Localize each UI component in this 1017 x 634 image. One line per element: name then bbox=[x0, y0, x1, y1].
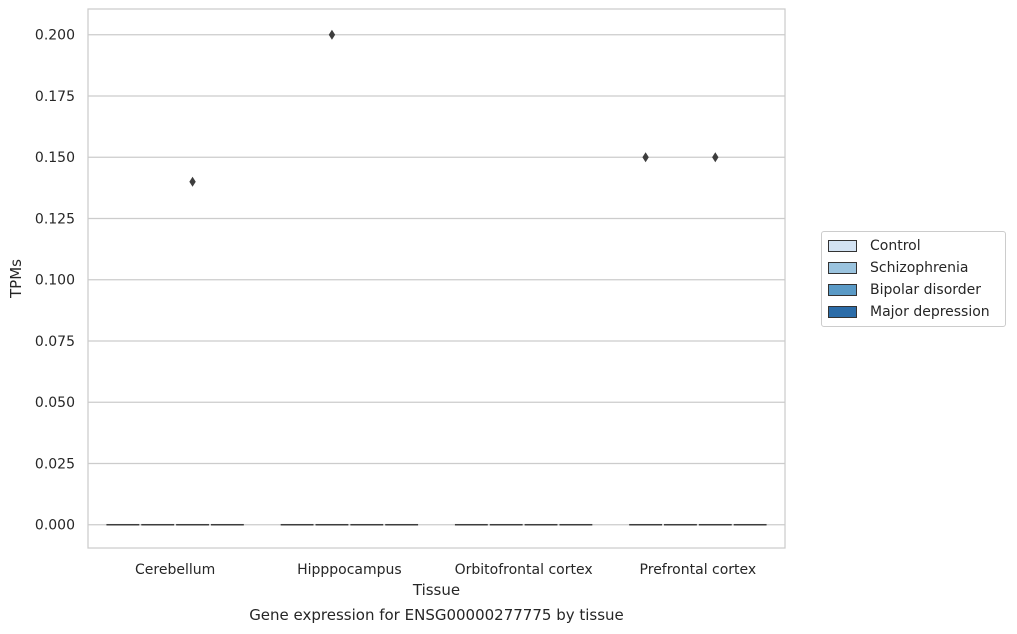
legend-swatch-control bbox=[828, 240, 857, 252]
y-tick-label: 0.050 bbox=[35, 395, 75, 411]
y-tick-label: 0.000 bbox=[35, 518, 75, 534]
outlier-point bbox=[712, 152, 719, 163]
x-tick-labels: Cerebellum Hipppocampus Orbitofrontal cort… bbox=[135, 562, 756, 578]
box-group bbox=[106, 29, 767, 526]
y-tick-label: 0.150 bbox=[35, 150, 75, 166]
legend: Control Schizophrenia Bipolar disorder M… bbox=[821, 231, 1006, 327]
legend-label: Major depression bbox=[870, 304, 990, 320]
legend-item-major-depression: Major depression bbox=[828, 302, 990, 322]
outlier-point bbox=[189, 176, 196, 187]
y-axis-label: TPMs bbox=[7, 259, 25, 299]
y-tick-label: 0.100 bbox=[35, 273, 75, 289]
y-tick-label: 0.125 bbox=[35, 211, 75, 227]
legend-item-schizophrenia: Schizophrenia bbox=[828, 258, 968, 278]
legend-label: Bipolar disorder bbox=[870, 282, 982, 298]
x-tick-label: Prefrontal cortex bbox=[640, 562, 757, 578]
x-axis-label: Tissue bbox=[412, 581, 460, 599]
outlier-point bbox=[328, 29, 336, 40]
x-tick-label: Orbitofrontal cortex bbox=[455, 562, 593, 578]
legend-label: Schizophrenia bbox=[870, 260, 969, 276]
legend-swatch-bipolar-disorder bbox=[828, 284, 857, 296]
plot-frame bbox=[87, 8, 786, 549]
outlier-point bbox=[642, 152, 649, 163]
x-tick-label: Hipppocampus bbox=[297, 562, 402, 578]
legend-swatch-major-depression bbox=[828, 306, 857, 318]
legend-item-bipolar-disorder: Bipolar disorder bbox=[828, 280, 981, 300]
y-tick-label: 0.075 bbox=[35, 334, 75, 350]
y-tick-labels: 0.000 0.025 0.050 0.075 0.100 0.125 0.150 0.175… bbox=[35, 28, 75, 534]
y-tick-label: 0.175 bbox=[35, 89, 75, 105]
legend-label: Control bbox=[870, 238, 921, 254]
y-tick-label: 0.200 bbox=[35, 28, 75, 44]
grid-lines bbox=[88, 34, 785, 526]
x-tick-label: Cerebellum bbox=[135, 562, 215, 578]
legend-swatch-schizophrenia bbox=[828, 262, 857, 274]
legend-item-control: Control bbox=[828, 236, 921, 256]
chart-caption: Gene expression for ENSG00000277775 by t… bbox=[249, 606, 624, 624]
y-tick-label: 0.025 bbox=[35, 456, 75, 472]
